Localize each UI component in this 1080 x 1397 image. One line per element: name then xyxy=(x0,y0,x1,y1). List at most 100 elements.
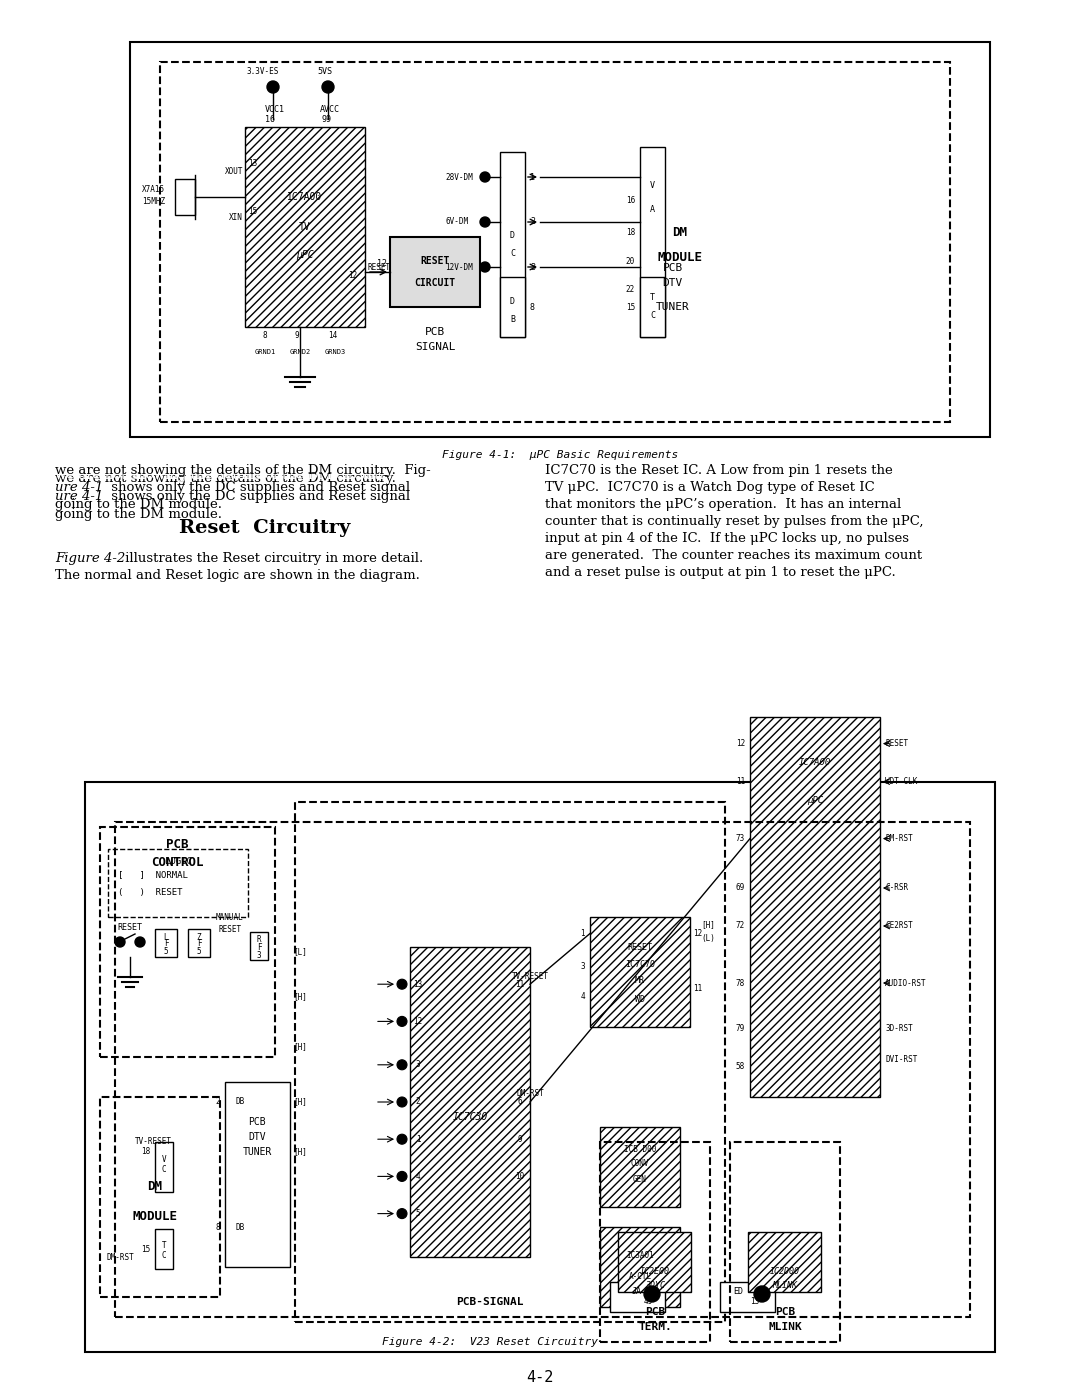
Text: 18: 18 xyxy=(625,228,635,237)
Text: IC7C70 is the Reset IC. A Low from pin 1 resets the: IC7C70 is the Reset IC. A Low from pin 1… xyxy=(545,464,893,476)
Text: DTV: DTV xyxy=(662,278,683,288)
Text: DM-RST: DM-RST xyxy=(106,1253,134,1261)
Text: MLINK: MLINK xyxy=(772,1281,797,1289)
Text: X7A15: X7A15 xyxy=(141,184,165,194)
Text: 9: 9 xyxy=(295,331,299,339)
Bar xyxy=(156,1141,173,1192)
Text: DM-RST: DM-RST xyxy=(885,834,913,844)
Bar xyxy=(600,1127,680,1207)
Text: 16: 16 xyxy=(265,115,275,123)
Text: 18: 18 xyxy=(140,1147,150,1157)
Text: μPC: μPC xyxy=(807,796,823,805)
Text: TUNER: TUNER xyxy=(656,302,689,312)
Text: 2: 2 xyxy=(530,218,535,226)
Text: 73: 73 xyxy=(735,834,745,844)
Text: F: F xyxy=(257,943,261,951)
Text: [H]: [H] xyxy=(293,1147,307,1157)
Text: 3D-RST: 3D-RST xyxy=(885,1024,913,1034)
Text: [H]: [H] xyxy=(293,992,307,1002)
Text: 11: 11 xyxy=(735,777,745,787)
Text: 72: 72 xyxy=(735,922,745,930)
Text: C: C xyxy=(650,312,654,320)
Text: AUDIO-RST: AUDIO-RST xyxy=(885,978,927,988)
Text: TV-RESET: TV-RESET xyxy=(135,1137,172,1146)
Text: AVCC: AVCC xyxy=(320,105,340,113)
Bar xyxy=(640,147,665,337)
Text: RESET: RESET xyxy=(885,739,908,749)
Text: 78: 78 xyxy=(735,978,745,988)
Text: 15: 15 xyxy=(625,303,635,312)
Text: DM: DM xyxy=(673,226,688,239)
Circle shape xyxy=(397,1172,407,1182)
Text: input at pin 4 of the IC.  If the μPC locks up, no pulses: input at pin 4 of the IC. If the μPC loc… xyxy=(545,532,909,545)
Bar xyxy=(160,61,950,422)
Circle shape xyxy=(114,937,125,947)
Text: [H]: [H] xyxy=(293,1042,307,1052)
Text: 8: 8 xyxy=(530,303,535,312)
Text: V: V xyxy=(650,180,654,190)
Text: RESET: RESET xyxy=(218,925,242,933)
Text: 12: 12 xyxy=(735,739,745,749)
Text: 12: 12 xyxy=(693,929,702,937)
Text: we are not showing the details of the DM circuitry.: we are not showing the details of the DM… xyxy=(55,469,404,482)
Bar xyxy=(500,152,525,337)
Bar xyxy=(245,127,365,327)
Text: 13: 13 xyxy=(414,979,422,989)
Text: WDT-CLK: WDT-CLK xyxy=(885,777,917,787)
Text: μPC: μPC xyxy=(296,250,314,260)
Text: 6: 6 xyxy=(517,1098,523,1106)
Text: going to the DM module.: going to the DM module. xyxy=(55,509,222,521)
Text: shows only the DC supplies and Reset signal: shows only the DC supplies and Reset sig… xyxy=(107,490,410,503)
Bar xyxy=(108,849,248,916)
Circle shape xyxy=(754,1287,770,1302)
Text: we are not showing the details of the DM circuitry.  Fig-: we are not showing the details of the DM… xyxy=(55,464,431,476)
Text: C-RSR: C-RSR xyxy=(885,883,908,893)
Text: counter that is continually reset by pulses from the μPC,: counter that is continually reset by pul… xyxy=(545,515,923,528)
Text: JA: JA xyxy=(632,1288,642,1296)
Text: that monitors the μPC’s operation.  It has an internal: that monitors the μPC’s operation. It ha… xyxy=(545,497,901,511)
Text: 2: 2 xyxy=(416,1098,420,1106)
Bar xyxy=(156,929,177,957)
Bar xyxy=(640,277,665,337)
Text: 3DYC: 3DYC xyxy=(645,1281,665,1289)
Text: 49: 49 xyxy=(644,1298,652,1306)
Text: 15: 15 xyxy=(248,207,258,215)
Circle shape xyxy=(135,937,145,947)
Bar xyxy=(600,1227,680,1308)
Text: LOGIC: LOGIC xyxy=(164,858,191,866)
Text: ure 4-1: ure 4-1 xyxy=(55,490,104,503)
Text: PCB-SIGNAL: PCB-SIGNAL xyxy=(456,1296,524,1308)
Text: A: A xyxy=(650,205,654,214)
Text: GRND1: GRND1 xyxy=(255,349,275,355)
Text: SIGNAL: SIGNAL xyxy=(415,342,456,352)
Text: TUNER: TUNER xyxy=(242,1147,272,1157)
Text: DVI-RST: DVI-RST xyxy=(885,1055,917,1063)
Text: 13: 13 xyxy=(751,1298,759,1306)
Text: PCB: PCB xyxy=(248,1118,266,1127)
Bar xyxy=(610,1282,665,1312)
Bar xyxy=(618,1232,691,1292)
Text: [   ]  NORMAL: [ ] NORMAL xyxy=(118,870,188,880)
Text: V: V xyxy=(162,1154,166,1164)
Text: 4: 4 xyxy=(580,992,585,1000)
Text: going to the DM module.: going to the DM module. xyxy=(55,497,222,511)
Text: 79: 79 xyxy=(735,1024,745,1034)
Text: R: R xyxy=(257,935,261,943)
Bar xyxy=(590,916,690,1027)
Circle shape xyxy=(397,1208,407,1218)
Text: [L]: [L] xyxy=(293,947,307,957)
Text: Figure 4-1:  μPC Basic Requirements: Figure 4-1: μPC Basic Requirements xyxy=(442,450,678,460)
Text: illustrates the Reset circuitry in more detail.: illustrates the Reset circuitry in more … xyxy=(121,552,423,564)
Text: DM-RST: DM-RST xyxy=(516,1090,544,1098)
Bar xyxy=(249,932,268,960)
Bar xyxy=(600,1141,710,1343)
Text: 1: 1 xyxy=(416,1134,420,1144)
Text: IC7A00: IC7A00 xyxy=(799,759,832,767)
Text: RESET: RESET xyxy=(367,263,390,271)
Text: 8: 8 xyxy=(215,1222,220,1232)
Text: Z: Z xyxy=(197,933,201,942)
Text: DTV: DTV xyxy=(248,1132,266,1141)
Text: 11: 11 xyxy=(515,979,525,989)
Text: DM: DM xyxy=(148,1180,162,1193)
Text: 1: 1 xyxy=(530,172,535,182)
